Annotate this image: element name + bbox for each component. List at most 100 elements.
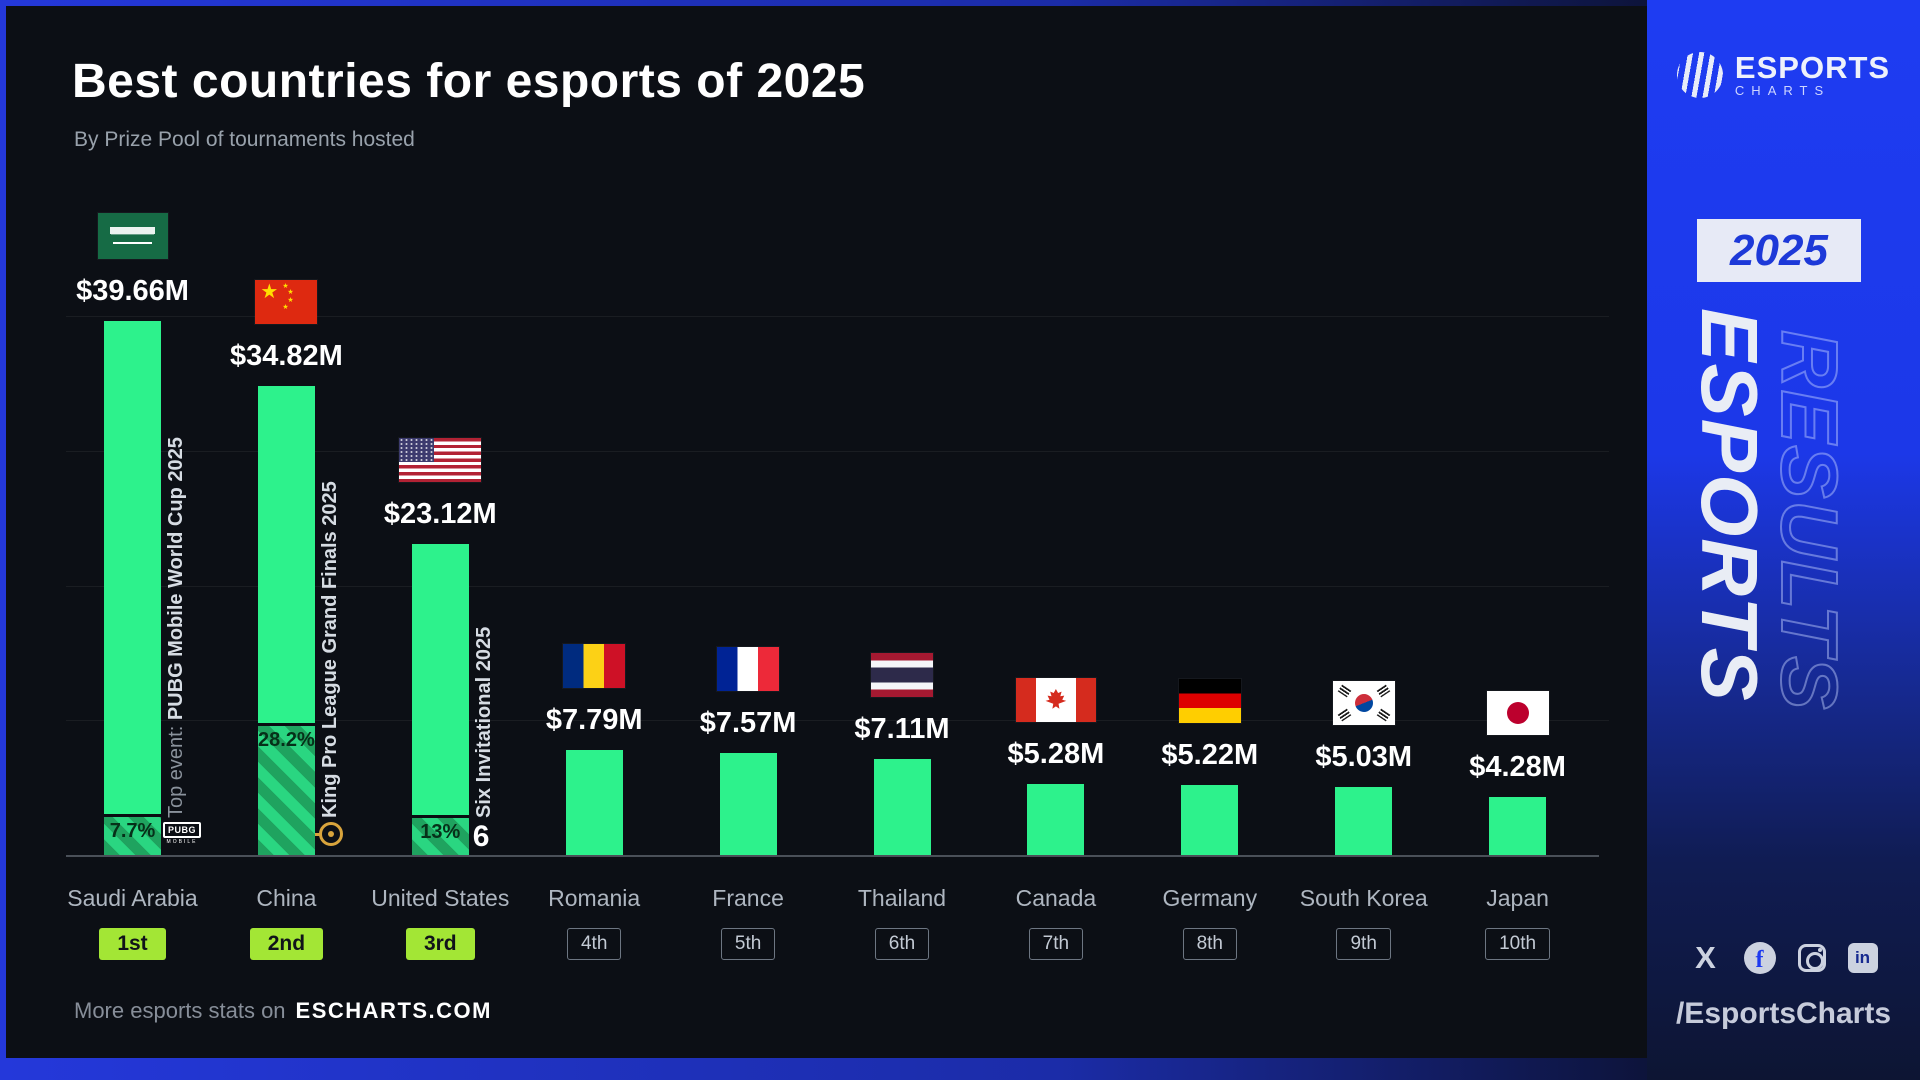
maple-leaf-icon [1045,689,1067,709]
flag-saudi-arabia [97,213,168,259]
instagram-icon[interactable] [1797,944,1826,972]
country-label: China [256,885,317,911]
rank-badge: 8th [1182,928,1237,960]
country-label: France [712,885,784,911]
social-handle[interactable]: /EsportsCharts [1675,997,1892,1030]
bar-caption: United States 3rd [355,885,525,960]
top-event-share-hatch: 7.7% [104,814,161,855]
gridline-40m [66,316,1609,318]
rank-badge: 7th [1028,928,1084,960]
chart-panel: Best countries for esports of 2025 By Pr… [6,6,1647,1058]
country-label: Germany [1162,885,1258,911]
prize-pool-value: $5.22M [1161,739,1259,771]
prize-pool-value: $5.03M [1315,741,1413,773]
top-event-game-icon [314,822,353,856]
rank-badge: 6th [874,928,930,960]
rank-badge: 3rd [405,928,475,960]
top-event-label: Six Invitational 2025 [472,626,495,818]
bar-caption: Germany 8th [1125,885,1295,960]
taegeuk-icon [1351,691,1376,715]
x-axis-baseline [66,855,1599,857]
footer-note: More esports stats on ESCHARTS.COM [74,998,492,1024]
bar: 7.7% [104,321,161,855]
x-twitter-icon[interactable]: X [1695,940,1716,975]
footer-text: More esports stats on [74,998,286,1023]
rank-badge: 2nd [249,928,324,960]
rank-badge: 10th [1485,928,1551,960]
escharts-link[interactable]: ESCHARTS.COM [295,998,492,1023]
linkedin-icon[interactable]: in [1847,943,1878,973]
bar-column: $5.28M [971,678,1141,855]
bar: 28.2% [257,386,315,855]
country-label: Thailand [857,885,947,911]
rank-badge: 1st [99,928,166,960]
logo-word-charts: CHARTS [1734,82,1831,98]
top-event-share-hatch: 13% [411,815,469,855]
prize-pool-value: $4.28M [1469,751,1566,783]
prize-pool-value: $5.28M [1007,738,1105,770]
prize-pool-value: $39.66M [76,275,189,307]
bar-caption: Romania 4th [509,885,679,960]
facebook-icon[interactable]: f [1743,942,1776,974]
prize-pool-value: $7.57M [699,707,797,739]
prize-pool-value: $34.82M [229,340,343,372]
top-event-label: King Pro League Grand Finals 2025 [318,481,341,818]
bar [873,759,931,855]
bar-caption: Thailand 6th [817,885,987,960]
six-invitational-icon: 6 [472,820,490,853]
bar-column: $7.79M [509,644,679,855]
bar-column: $7.57M [663,647,833,855]
flag-china: ★ ★ ★ ★ ★ [255,280,318,324]
prize-pool-value: $23.12M [383,498,497,530]
logo-word-esports: ESPORTS [1734,49,1891,85]
gridline-10m [66,720,1609,722]
top-event-share-hatch: 28.2% [257,723,315,855]
rank-badge: 4th [566,928,622,960]
vertical-text-esports: ESPORTS [1685,308,1774,703]
page-subtitle: By Prize Pool of tournaments hosted [74,128,415,151]
bar-column: $39.66M 7.7% [48,213,218,855]
bar: 13% [411,544,469,855]
flag-south-korea [1332,681,1395,725]
bar-caption: Saudi Arabia 1st [48,885,218,960]
logo-text: ESPORTS CHARTS [1734,49,1891,98]
bar-caption: Canada 7th [971,885,1141,960]
top-event-label: Top event: PUBG Mobile World Cup 2025 [165,437,187,818]
bar-caption: South Korea 9th [1279,885,1449,960]
flag-united-states [399,438,482,482]
bar [719,753,777,855]
vertical-text-results: RESULTS [1764,329,1855,712]
esports-charts-logo: ESPORTS CHARTS [1647,52,1920,98]
country-label: Japan [1486,885,1549,911]
top-event-share-label: 28.2% [258,729,315,751]
year-badge: 2025 [1697,219,1861,282]
gridline-20m [66,585,1609,587]
country-label: United States [371,885,510,911]
flag-japan [1486,691,1549,735]
flag-germany [1178,679,1241,723]
country-label: Saudi Arabia [67,885,198,911]
bar-column: $23.12M 13% [355,438,525,855]
bar-column: ★ ★ ★ ★ ★ $34.82M 28.2% [201,280,371,855]
bar-column: $7.11M [817,653,987,855]
bar-chart: $39.66M 7.7% Saudi Arabia 1st Top event: P… [6,6,1647,1058]
king-pro-league-icon [314,822,343,846]
gridline-30m [66,451,1609,453]
rank-badge: 9th [1336,928,1391,960]
top-event-game-icon: 6 [473,822,507,856]
page-title: Best countries for esports of 2025 [72,55,866,108]
bar-caption: Japan 10th [1433,885,1603,960]
bar-caption: France 5th [663,885,833,960]
flag-thailand [871,653,933,697]
prize-pool-value: $7.11M [854,713,950,745]
flag-france [717,647,780,691]
social-icons-row: X f in [1647,940,1920,975]
bar-column: $5.22M [1125,679,1295,855]
pubg-mobile-icon: PUBG MOBILE [163,822,202,845]
bar [565,750,623,855]
top-event-share-label: 7.7% [109,820,156,842]
brand-sidebar: ESPORTS CHARTS 2025 ESPORTS RESULTS X f … [1647,0,1920,1080]
bar-caption: China 2nd [201,885,371,960]
bar [1027,784,1085,855]
